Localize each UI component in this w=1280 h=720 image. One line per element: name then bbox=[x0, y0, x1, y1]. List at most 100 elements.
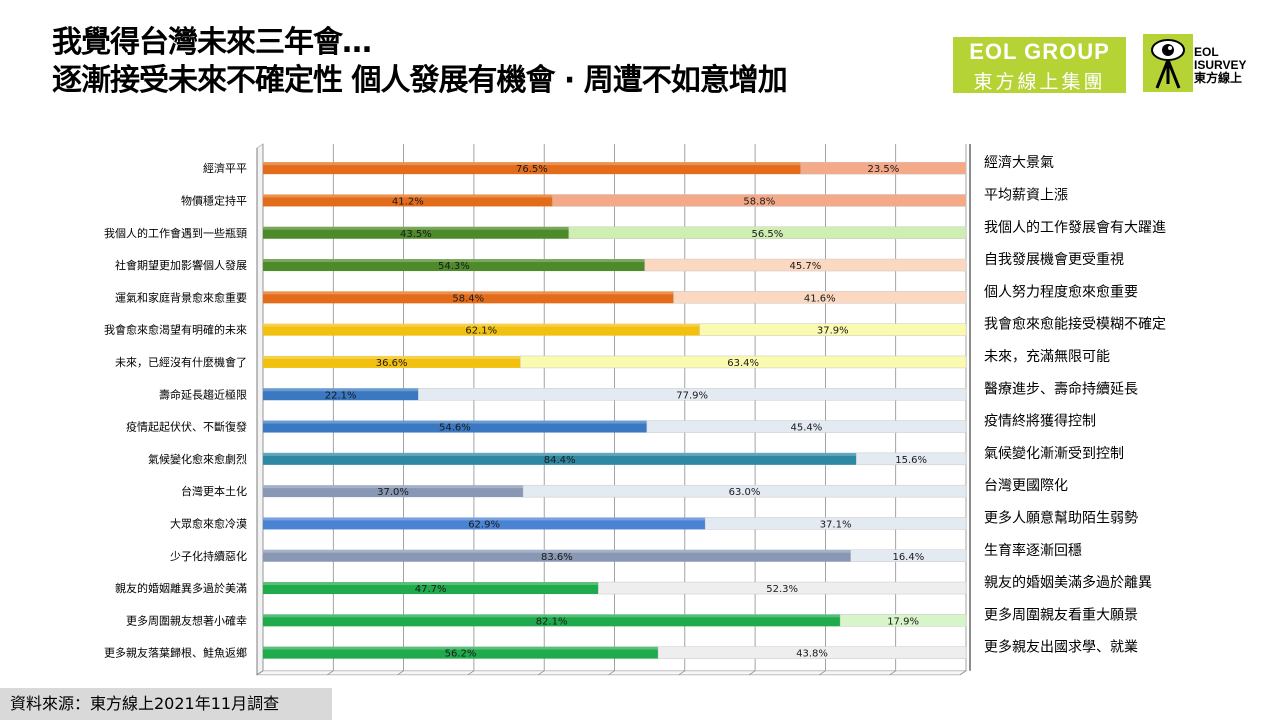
bar-right-value-label: 58.8% bbox=[743, 196, 775, 207]
eol-group-logo: EOL GROUP 東方線上集團 bbox=[953, 37, 1126, 93]
gridline-floor bbox=[537, 670, 545, 676]
page-title: 我覺得台灣未來三年會… 逐漸接受未來不確定性 個人發展有機會 · 周遭不如意增加 bbox=[52, 24, 788, 100]
bar-left-value-label: 22.1% bbox=[325, 390, 357, 401]
bar-right-segment bbox=[704, 517, 967, 530]
bar-right-value-label: 37.9% bbox=[817, 326, 849, 337]
row-right-label: 自我發展機會更受重視 bbox=[984, 252, 1124, 268]
bar-left-highlight bbox=[263, 226, 569, 230]
bar-right-value-label: 52.3% bbox=[766, 584, 798, 595]
bar-right-segment bbox=[850, 549, 967, 562]
eol-isurvey-logo-text: EOL ISURVEY 東方線上 bbox=[1194, 46, 1246, 85]
row-right-label: 更多親友出國求學、就業 bbox=[984, 639, 1138, 656]
bar-right-segment bbox=[657, 646, 967, 659]
bar-left-segment bbox=[263, 194, 553, 207]
row-left-label: 少子化持續惡化 bbox=[170, 549, 247, 563]
bar-left-segment bbox=[263, 549, 851, 562]
bar-left-highlight bbox=[263, 582, 599, 586]
row-left-label: 台灣更本土化 bbox=[181, 484, 247, 498]
row-right-label: 未來，充滿無限可能 bbox=[984, 349, 1110, 365]
row-right-label: 我會愈來愈能接受模糊不確定 bbox=[984, 316, 1166, 333]
row-left-label: 大眾愈來愈冷漠 bbox=[170, 516, 247, 530]
bar-right-segment bbox=[520, 355, 967, 369]
bar-left-highlight bbox=[263, 420, 647, 424]
bar-right-value-label: 15.6% bbox=[895, 455, 927, 466]
gridline-floor bbox=[608, 670, 615, 676]
bar-left-segment bbox=[263, 388, 419, 401]
bar-left-segment bbox=[263, 323, 700, 336]
bar-right-segment bbox=[418, 388, 967, 401]
bar-left-segment bbox=[263, 582, 599, 595]
row-left-label: 我個人的工作會遇到一些瓶頸 bbox=[104, 226, 247, 240]
bar-left-value-label: 62.9% bbox=[468, 519, 500, 530]
bar-left-segment bbox=[263, 162, 801, 175]
bar-left-segment bbox=[263, 485, 524, 498]
bar-left-value-label: 82.1% bbox=[536, 616, 568, 627]
bar-left-value-label: 41.2% bbox=[392, 196, 424, 207]
bar-right-value-label: 37.1% bbox=[820, 519, 852, 530]
bar-right-segment bbox=[598, 581, 967, 595]
bar-left-segment bbox=[263, 646, 659, 659]
gridline-floor bbox=[467, 670, 475, 676]
row-right-label: 更多人願意幫助陌生弱勢 bbox=[984, 509, 1138, 526]
gridline-floor bbox=[397, 670, 404, 676]
bar-left-value-label: 62.1% bbox=[465, 326, 497, 337]
bar-right-segment bbox=[568, 226, 967, 239]
bar-left-highlight bbox=[263, 162, 801, 166]
bar-left-highlight bbox=[263, 291, 674, 295]
row-right-label: 更多周圍親友看重大願景 bbox=[984, 606, 1138, 623]
gridline-floor bbox=[256, 670, 264, 676]
bar-left-highlight bbox=[263, 517, 706, 521]
row-left-label: 物價穩定持平 bbox=[181, 193, 247, 207]
bar-right-segment bbox=[856, 452, 967, 466]
logo-survey-line-1: EOL bbox=[1194, 45, 1219, 59]
bar-left-highlight bbox=[263, 646, 659, 650]
gridline-floor bbox=[748, 670, 756, 676]
stacked-bar-chart: 經濟平平 經濟大景氣 76.5% 23.5% 物價穩定持平 平均薪資上漲 41.2% 58.8… bbox=[104, 143, 1166, 676]
bar-right-value-label: 17.9% bbox=[887, 616, 919, 627]
bar-right-segment bbox=[646, 420, 967, 433]
bar-left-segment bbox=[263, 355, 521, 368]
bar-left-value-label: 54.6% bbox=[439, 423, 471, 434]
row-left-label: 壽命延長趨近極限 bbox=[159, 387, 247, 401]
bar-left-highlight bbox=[263, 614, 841, 618]
bar-right-segment bbox=[699, 323, 967, 336]
bar-left-highlight bbox=[263, 323, 700, 327]
title-line-1: 我覺得台灣未來三年會… bbox=[52, 25, 372, 60]
bar-left-segment bbox=[263, 291, 674, 304]
bar-left-segment bbox=[263, 226, 569, 239]
row-right-label: 台灣更國際化 bbox=[984, 478, 1068, 494]
bar-left-segment bbox=[263, 517, 706, 530]
bar-left-value-label: 54.3% bbox=[438, 261, 470, 272]
bar-right-segment bbox=[522, 484, 967, 498]
bar-right-value-label: 56.5% bbox=[752, 229, 784, 240]
bar-left-segment bbox=[263, 452, 857, 465]
row-right-label: 個人努力程度愈來愈重要 bbox=[984, 284, 1138, 300]
row-right-label: 生育率逐漸回穩 bbox=[984, 542, 1082, 559]
row-right-label: 疫情終將獲得控制 bbox=[984, 413, 1096, 430]
gridline-floor bbox=[327, 670, 334, 676]
bar-left-segment bbox=[263, 420, 647, 433]
eol-isurvey-logo-icon bbox=[1143, 34, 1193, 92]
bar-left-value-label: 83.6% bbox=[541, 552, 573, 563]
bar-right-value-label: 45.7% bbox=[789, 261, 821, 272]
bar-right-segment bbox=[839, 614, 967, 627]
bar-left-highlight bbox=[263, 388, 419, 392]
bar-right-value-label: 77.9% bbox=[676, 390, 708, 401]
gridline-floor bbox=[889, 670, 896, 676]
bar-left-segment bbox=[263, 259, 645, 272]
bar-left-highlight bbox=[263, 549, 851, 553]
eol-group-logo-chinese: 東方線上集團 bbox=[973, 71, 1106, 93]
row-right-label: 親友的婚姻美滿多過於離異 bbox=[984, 574, 1152, 591]
source-note: 資料來源：東方線上2021年11月調查 bbox=[0, 688, 332, 720]
row-right-label: 氣候變化漸漸受到控制 bbox=[984, 446, 1124, 462]
row-right-label: 我個人的工作發展會有大躍進 bbox=[984, 220, 1166, 236]
bar-left-segment bbox=[263, 614, 841, 627]
row-left-label: 更多親友落葉歸根、鮭魚返鄉 bbox=[104, 646, 247, 660]
bar-left-value-label: 76.5% bbox=[516, 164, 548, 175]
bar-left-value-label: 84.4% bbox=[544, 455, 576, 466]
row-left-label: 運氣和家庭背景愈來愈重要 bbox=[115, 290, 247, 304]
bar-right-segment bbox=[644, 258, 967, 272]
title-line-2: 逐漸接受未來不確定性 個人發展有機會 · 周遭不如意增加 bbox=[52, 63, 788, 98]
row-left-label: 經濟平平 bbox=[203, 161, 247, 175]
row-left-label: 更多周圍親友想著小確幸 bbox=[126, 613, 247, 627]
